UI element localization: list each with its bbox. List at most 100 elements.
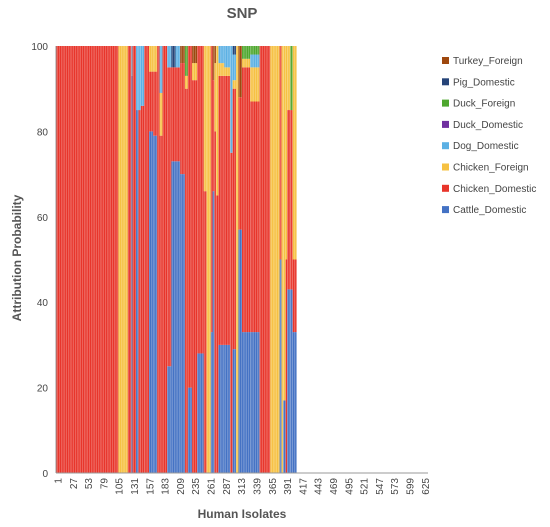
x-tick-label-79: 79 [99, 478, 110, 490]
bar-segment-chicken-foreign-166 [153, 46, 158, 72]
bar-segment-pig-domestic-301 [232, 46, 237, 55]
y-tick-label-80: 80 [37, 127, 49, 138]
isolate-separators [57, 46, 428, 473]
legend-label-cattle-domestic: Cattle_Domestic [453, 205, 526, 216]
x-tick-label-105: 105 [115, 478, 126, 495]
legend-swatch-duck-foreign [442, 99, 449, 107]
legend-label-chicken-foreign: Chicken_Foreign [453, 163, 529, 174]
bar-segment-turkey-foreign-267 [212, 46, 215, 81]
bar-segment-chicken-foreign-403 [292, 46, 297, 260]
legend-swatch-dog-domestic [442, 142, 449, 150]
legend-label-dog-domestic: Dog_Domestic [453, 141, 519, 152]
x-tick-label-183: 183 [161, 478, 172, 495]
x-tick-label-339: 339 [252, 478, 263, 495]
legend-label-duck-foreign: Duck_Foreign [453, 99, 515, 110]
bar-segment-chicken-domestic-287 [224, 75, 231, 345]
bar-segment-chicken-domestic-212 [180, 63, 185, 175]
bar-segment-chicken-domestic-123 [127, 46, 132, 473]
y-tick-label-100: 100 [31, 42, 48, 53]
legend-swatch-cattle-domestic [442, 206, 449, 214]
bar-segment-turkey-foreign-212 [180, 46, 185, 64]
y-axis-title: Attribution Probability [10, 194, 24, 321]
bar-segment-chicken-domestic-1 [56, 46, 119, 473]
bar-segment-cattle-domestic-267 [212, 191, 215, 473]
bar-segment-chicken-domestic-264 [210, 46, 213, 333]
bar-segment-chicken-foreign-257 [206, 46, 211, 473]
bar-segment-chicken-domestic-297 [230, 152, 233, 473]
bar-segment-chicken-foreign-384 [281, 46, 284, 473]
bar-segment-dog-domestic-297 [230, 46, 233, 153]
bar-segment-chicken-foreign-107 [118, 46, 128, 473]
bar-segment-chicken-domestic-267 [212, 80, 215, 192]
bar-segment-chicken-domestic-190 [167, 67, 172, 367]
legend: Turkey_Foreign Pig_Domestic Duck_Foreign Du… [442, 56, 536, 216]
y-tick-label-20: 20 [37, 384, 49, 395]
bar-segment-cattle-domestic-277 [218, 344, 225, 473]
x-tick-label-469: 469 [329, 478, 340, 495]
bar-segment-chicken-domestic-391 [285, 259, 288, 473]
bar-segment-chicken-domestic-399 [290, 110, 293, 290]
x-tick-label-1: 1 [54, 478, 65, 484]
bar-segment-chicken-foreign-220 [184, 75, 188, 89]
bar-segment-chicken-domestic-173 [157, 46, 160, 473]
bar-segment-cattle-domestic-331 [250, 332, 260, 473]
x-tick-label-573: 573 [390, 478, 401, 495]
bar-segment-chicken-foreign-252 [203, 46, 207, 192]
x-tick-label-625: 625 [421, 478, 432, 495]
bar-segment-chicken-foreign-331 [250, 67, 260, 102]
bar-segment-turkey-foreign-311 [238, 46, 242, 98]
bar-segment-cattle-domestic-387 [283, 400, 286, 473]
legend-label-duck-domestic: Duck_Domestic [453, 120, 523, 131]
x-tick-label-599: 599 [405, 478, 416, 495]
x-tick-label-547: 547 [375, 478, 386, 495]
bar-segment-chicken-foreign-391 [285, 46, 288, 260]
x-tick-label-131: 131 [130, 478, 141, 495]
bar-segment-chicken-foreign-317 [242, 58, 251, 68]
bar-segment-chicken-foreign-287 [224, 67, 231, 76]
bar-segment-chicken-domestic-220 [184, 88, 188, 473]
bar-segment-chicken-domestic-252 [203, 191, 207, 473]
bar-segment-chicken-domestic-182 [162, 46, 168, 473]
legend-label-turkey-foreign: Turkey_Foreign [453, 56, 523, 67]
bar-segment-chicken-domestic-277 [218, 75, 225, 345]
legend-label-pig-domestic: Pig_Domestic [453, 77, 515, 88]
bar-segment-chicken-foreign-387 [283, 46, 286, 401]
y-tick-label-0: 0 [42, 469, 48, 480]
legend-swatch-chicken-foreign [442, 163, 449, 171]
x-tick-label-209: 209 [176, 478, 187, 495]
legend-swatch-chicken-domestic [442, 184, 449, 192]
bar-segment-chicken-domestic-394 [287, 110, 291, 290]
bar-segment-cattle-domestic-287 [224, 344, 231, 473]
bar-segment-chicken-domestic-159 [149, 71, 154, 132]
bar-segment-chicken-domestic-301 [232, 88, 237, 350]
bar-segment-cattle-domestic-311 [238, 229, 242, 473]
bar-segment-chicken-domestic-131 [132, 46, 137, 473]
bar-segment-cattle-domestic-197 [171, 161, 176, 474]
y-axis: 0 20 40 60 80 100 [31, 42, 57, 480]
bar-segment-chicken-domestic-317 [242, 67, 251, 333]
x-tick-label-27: 27 [69, 478, 80, 490]
bar-segment-dog-domestic-301 [232, 54, 237, 81]
bar-segment-chicken-foreign-273 [216, 46, 219, 196]
bar-segment-duck-foreign-331 [250, 46, 260, 55]
bar-segment-chicken-foreign-232 [191, 63, 198, 81]
x-tick-label-313: 313 [237, 478, 248, 495]
legend-swatch-pig-domestic [442, 78, 449, 86]
plot-area [56, 46, 428, 474]
bar-segment-duck-foreign-399 [290, 46, 293, 111]
x-axis: 1 27 53 79 105 131 157 183 209 235 261 287 313 339 365… [54, 472, 432, 495]
x-axis-title: Human Isolates [198, 507, 287, 521]
bar-segment-cattle-domestic-129 [131, 75, 133, 473]
bar-segment-chicken-domestic-232 [191, 80, 198, 473]
x-tick-label-443: 443 [314, 478, 325, 495]
bar-segment-chicken-domestic-270 [214, 131, 217, 473]
bar-segment-cattle-domestic-137 [136, 110, 139, 474]
bar-segment-chicken-domestic-166 [153, 71, 158, 136]
bar-segment-chicken-domestic-403 [292, 259, 297, 333]
bar-segment-chicken-foreign-270 [214, 63, 217, 132]
bar-segment-dog-domestic-331 [250, 54, 260, 68]
bar-segment-chicken-domestic-311 [238, 97, 242, 230]
bar-segment-cattle-domestic-204 [175, 161, 181, 474]
bar-segment-cattle-domestic-166 [153, 135, 158, 474]
